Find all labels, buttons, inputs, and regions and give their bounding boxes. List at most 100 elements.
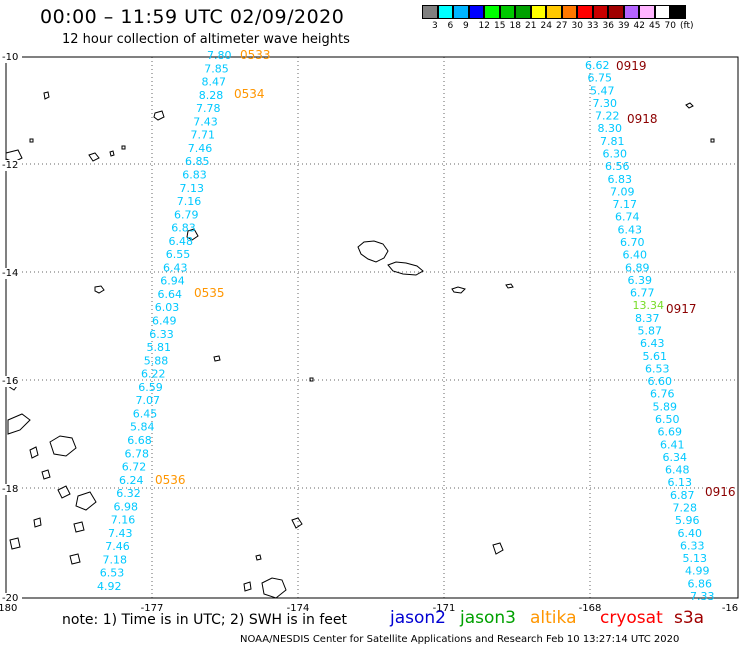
legend-label: 18	[509, 21, 521, 31]
wave-height-value: 5.61	[643, 350, 668, 363]
island-small-k	[213, 355, 221, 362]
wave-height-value: 5.96	[675, 514, 700, 527]
lat-tick-label: -16	[2, 376, 18, 387]
island-fiji-2	[49, 435, 77, 457]
track-b-values: 6.626.755.477.307.228.307.816.306.566.83…	[585, 59, 736, 603]
grid-lines	[5, 56, 739, 599]
wave-height-value: 6.72	[122, 461, 147, 474]
legend-swatch	[608, 5, 624, 19]
legend-label: (ft)	[680, 21, 694, 31]
wave-height-value: 6.62	[585, 59, 610, 72]
pass-time-label: 0918	[627, 112, 658, 126]
wave-height-value: 7.16	[111, 514, 136, 527]
satellite-name: altika	[530, 608, 577, 628]
island-small-j	[186, 228, 199, 241]
wave-height-value: 6.83	[182, 168, 207, 181]
island-niue	[492, 542, 504, 555]
wave-height-value: 6.64	[158, 288, 183, 301]
wave-height-value: 6.79	[174, 208, 199, 221]
wave-height-value: 7.78	[196, 102, 221, 115]
legend-swatch	[453, 5, 469, 19]
wave-height-value: 6.87	[670, 489, 695, 502]
island-savaii	[357, 240, 389, 263]
wave-height-value: 6.34	[663, 451, 688, 464]
chart-subtitle: 12 hour collection of altimeter wave hei…	[62, 32, 350, 47]
wave-height-value: 6.43	[640, 337, 665, 350]
wave-height-value: 6.43	[163, 261, 188, 274]
wave-height-value: 6.50	[655, 413, 680, 426]
wave-height-value: 6.03	[155, 301, 180, 314]
wave-height-value: 6.49	[152, 315, 177, 328]
legend-label: 70	[664, 21, 676, 31]
wave-height-value: 4.99	[685, 565, 710, 578]
wave-height-value: 7.46	[105, 540, 130, 553]
wave-height-value: 6.48	[169, 235, 194, 248]
wave-height-value: 5.47	[590, 84, 615, 97]
legend-swatch	[670, 5, 686, 19]
wave-height-value: 7.30	[593, 97, 618, 110]
legend-label: 24	[540, 21, 552, 31]
wave-height-value: 13.34	[633, 299, 665, 312]
legend-label: 6	[447, 21, 454, 31]
wave-height-value: 5.87	[638, 325, 663, 338]
island-fiji-9	[33, 517, 42, 528]
tick-bg	[0, 268, 22, 279]
lat-tick-label: -20	[2, 593, 18, 604]
wave-height-value: 6.40	[678, 527, 703, 540]
wave-height-value: 7.16	[177, 195, 202, 208]
wave-height-value: 6.83	[608, 173, 633, 186]
lon-tick-label: -180	[0, 603, 17, 614]
lon-tick-label: -177	[141, 603, 164, 614]
lon-tick-label: -174	[287, 603, 310, 614]
wave-height-value: 6.55	[166, 248, 191, 261]
wave-height-value: 8.30	[598, 122, 623, 135]
track-a-values: 7.807.858.478.287.787.437.717.466.856.83…	[97, 48, 271, 593]
island-tonga-2	[243, 581, 252, 592]
wave-height-value: 6.94	[160, 275, 185, 288]
wave-height-value: 7.85	[204, 62, 229, 75]
legend-swatch	[654, 5, 670, 19]
pass-time-label: 0535	[194, 286, 225, 300]
wave-height-value: 6.33	[149, 328, 174, 341]
island-small-d	[153, 110, 165, 121]
wave-height-value: 6.56	[605, 160, 630, 173]
wave-height-value: 7.46	[188, 142, 213, 155]
island-futuna	[43, 91, 50, 100]
satellite-name: cryosat	[600, 608, 663, 628]
island-tonga-1	[261, 577, 287, 599]
lat-tick-label: -10	[2, 52, 18, 63]
tick-bg	[0, 52, 22, 63]
wave-height-value: 8.47	[202, 76, 227, 89]
wave-height-value: 4.92	[97, 580, 122, 593]
legend-labels: 3 6 9 12 15 18 21 24 27 30 33 36 39 42 45 70 (ft)	[422, 19, 694, 33]
axis-tick-labels: -180 -177 -174 -171 -168 -16 -10 -12 -14 -16 -18 -2…	[0, 52, 738, 614]
island-fiji-8	[9, 537, 21, 550]
legend-swatch	[468, 5, 484, 19]
legend-label: 21	[525, 21, 537, 31]
island-small-e	[88, 152, 100, 162]
island-fiji-4	[41, 469, 51, 480]
legend-swatch	[484, 5, 500, 19]
wave-height-value: 5.89	[653, 400, 678, 413]
island-tutuila	[451, 286, 466, 294]
lon-tick-label: -171	[433, 603, 456, 614]
wave-height-value: 6.76	[650, 388, 675, 401]
lon-tick-label: -16	[722, 603, 738, 614]
wave-height-value: 6.53	[645, 362, 670, 375]
legend-label: 36	[602, 21, 614, 31]
lat-tick-label: -12	[2, 160, 18, 171]
wave-height-value: 6.86	[688, 577, 713, 590]
legend-swatch	[592, 5, 608, 19]
legend-label: 30	[571, 21, 583, 31]
wave-height-value: 6.53	[100, 567, 125, 580]
island-small-h	[29, 138, 34, 143]
legend-swatch	[546, 5, 562, 19]
lat-tick-label: -18	[2, 484, 18, 495]
wave-height-value: 5.88	[144, 354, 169, 367]
wave-height-value: 5.81	[147, 341, 172, 354]
wave-height-value: 6.83	[171, 222, 196, 235]
wave-height-value: 7.80	[207, 49, 232, 62]
wave-height-value: 6.74	[615, 211, 640, 224]
wave-height-value: 6.32	[116, 487, 141, 500]
legend-swatch	[530, 5, 546, 19]
